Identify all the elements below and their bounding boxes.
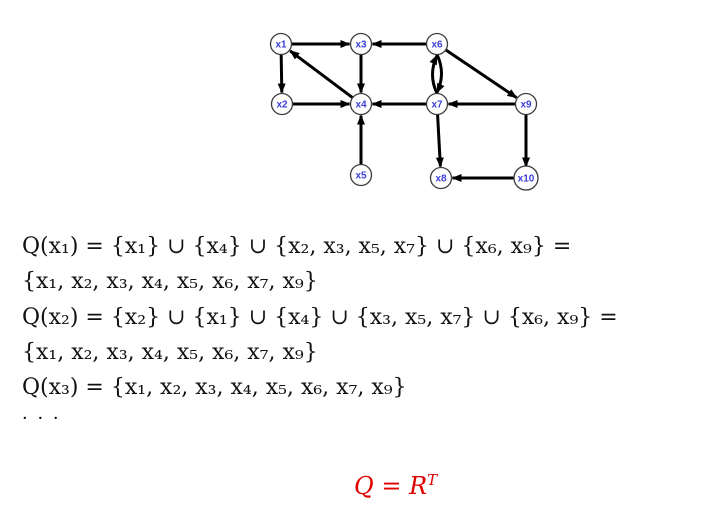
node-circle-x3 [349,32,373,56]
node-x3: x3 [349,32,373,56]
node-circle-x2 [270,92,294,116]
edge-x1-to-x2 [277,54,286,94]
formula-transpose-sup: T [427,471,438,489]
node-label-x10: x10 [518,174,535,185]
node-circle-x4 [349,92,373,116]
equation-q-x3: Q(x₃) = {x₁, x₂, x₃, x₄, x₅, x₆, x₇, x₉} [22,375,407,400]
node-x6: x6 [425,32,449,56]
nodes-layer: x1 x2 x3 x4 x5 x6 x7 x8 x9 x10 [269,32,539,191]
node-label-x2: x2 [276,100,288,111]
node-circle-x5 [349,163,373,187]
node-circle-x9 [514,92,538,116]
node-circle-x8 [429,166,453,190]
node-circle-x1 [269,32,293,56]
node-label-x6: x6 [431,40,443,51]
ellipsis: · · · [22,408,61,429]
node-x10: x10 [513,165,539,191]
edges-layer [277,40,530,182]
node-x1: x1 [269,32,293,56]
node-label-x9: x9 [520,100,532,111]
edge-x6-to-x7 [435,53,445,94]
equation-q-x2: Q(x₂) = {x₂} ∪ {x₁} ∪ {x₄} ∪ {x₃, x₅, x₇… [22,305,618,330]
formula-lhs: Q [354,472,374,500]
node-label-x1: x1 [275,40,287,51]
formula-equals: = [373,472,410,500]
node-x2: x2 [270,92,294,116]
edge-x7-to-x6 [429,54,439,95]
node-circle-x6 [425,32,449,56]
node-label-x5: x5 [355,171,367,182]
edge-x7-to-x8 [435,114,444,168]
node-label-x7: x7 [431,100,443,111]
node-circle-x7 [425,92,449,116]
equation-q-x2-result: {x₁, x₂, x₃, x₄, x₅, x₆, x₇, x₉} [22,340,318,365]
node-label-x8: x8 [435,174,447,185]
equation-q-x1: Q(x₁) = {x₁} ∪ {x₄} ∪ {x₂, x₃, x₅, x₇} ∪… [22,234,572,259]
node-x5: x5 [349,163,373,187]
node-label-x3: x3 [355,40,367,51]
node-x4: x4 [349,92,373,116]
node-circle-x10 [513,165,539,191]
node-x9: x9 [514,92,538,116]
edge-x6-to-x9 [444,48,518,99]
equation-q-x1-result: {x₁, x₂, x₃, x₄, x₅, x₆, x₇, x₉} [22,269,318,294]
directed-graph: x1 x2 x3 x4 x5 x6 x7 x8 x9 x10 [269,32,539,191]
q-equals-r-transpose-formula: Q = RT [354,471,437,500]
node-x8: x8 [429,166,453,190]
node-x7: x7 [425,92,449,116]
edge-x4-to-x1 [289,49,354,99]
formula-rhs: R [409,472,428,500]
node-label-x4: x4 [355,100,367,111]
